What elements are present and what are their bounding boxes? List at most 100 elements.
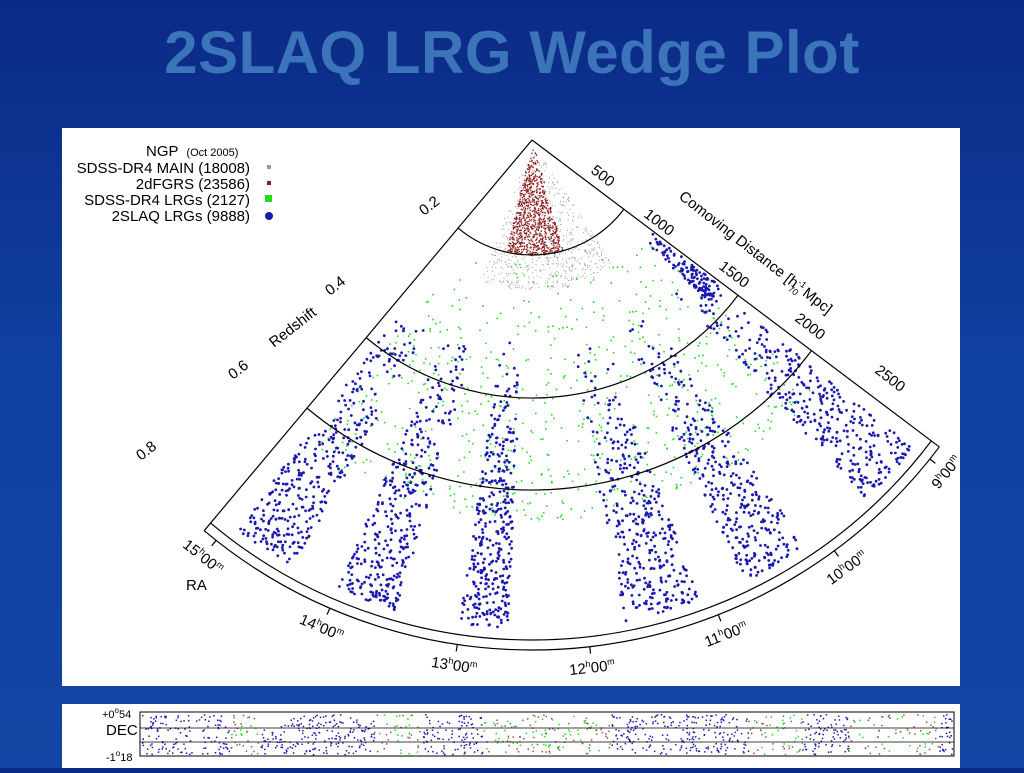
dec-strip-point bbox=[213, 715, 215, 717]
twodfgrs-point bbox=[514, 243, 517, 246]
twoslaq-lrg-point bbox=[297, 487, 301, 490]
sdss-lrg-point bbox=[351, 441, 353, 443]
twoslaq-lrg-point bbox=[388, 497, 392, 501]
twoslaq-lrg-point bbox=[672, 362, 676, 366]
twodfgrs-point bbox=[552, 243, 554, 245]
twodfgrs-point bbox=[523, 207, 525, 209]
twoslaq-lrg-point bbox=[375, 533, 379, 537]
twoslaq-lrg-point bbox=[767, 559, 771, 562]
twoslaq-lrg-point bbox=[366, 546, 370, 550]
twoslaq-lrg-point bbox=[329, 471, 333, 475]
twoslaq-lrg-point bbox=[288, 545, 292, 549]
twoslaq-lrg-point bbox=[651, 484, 655, 488]
twoslaq-lrg-point bbox=[381, 502, 384, 506]
twodfgrs-point bbox=[522, 227, 524, 229]
twoslaq-lrg-point bbox=[766, 390, 770, 394]
twodfgrs-point bbox=[534, 174, 537, 176]
twoslaq-lrg-point bbox=[485, 446, 489, 450]
twoslaq-lrg-point bbox=[267, 522, 271, 525]
twoslaq-lrg-point bbox=[778, 396, 782, 399]
sdss-main-point bbox=[572, 220, 574, 222]
twodfgrs-point bbox=[516, 211, 518, 213]
twoslaq-lrg-point bbox=[276, 554, 280, 558]
dec-strip-point bbox=[888, 714, 890, 717]
sdss-lrg-point bbox=[710, 414, 713, 416]
twoslaq-lrg-point bbox=[298, 496, 302, 500]
twoslaq-lrg-point bbox=[726, 497, 730, 500]
dec-strip-point bbox=[648, 738, 650, 740]
twodfgrs-point bbox=[532, 243, 534, 246]
twoslaq-lrg-point bbox=[671, 594, 675, 597]
twoslaq-lrg-point bbox=[400, 351, 403, 355]
twoslaq-lrg-point bbox=[640, 357, 644, 361]
twodfgrs-point bbox=[532, 156, 535, 159]
twodfgrs-point bbox=[526, 214, 529, 216]
dec-strip-point bbox=[334, 738, 336, 740]
twoslaq-lrg-point bbox=[412, 347, 416, 350]
twoslaq-lrg-point bbox=[276, 509, 279, 512]
sdss-main-point bbox=[493, 261, 495, 263]
twoslaq-lrg-point bbox=[822, 394, 825, 397]
sdss-lrg-point bbox=[341, 441, 344, 444]
twodfgrs-point bbox=[538, 215, 540, 217]
twoslaq-lrg-point bbox=[348, 439, 351, 443]
twoslaq-lrg-point bbox=[284, 482, 288, 486]
twoslaq-lrg-point bbox=[658, 240, 662, 244]
sdss-lrg-point bbox=[466, 400, 469, 403]
sdss-main-point bbox=[512, 282, 514, 284]
sdss-main-point bbox=[515, 256, 517, 258]
twoslaq-lrg-point bbox=[505, 401, 509, 404]
dec-strip-point bbox=[147, 728, 150, 730]
sdss-lrg-point bbox=[646, 427, 649, 429]
sdss-main-point bbox=[515, 206, 517, 208]
twodfgrs-point bbox=[553, 245, 555, 247]
twoslaq-lrg-point bbox=[494, 571, 498, 574]
twoslaq-lrg-point bbox=[359, 562, 363, 566]
sdss-main-point bbox=[544, 251, 546, 253]
sdss-main-point bbox=[568, 200, 570, 202]
twoslaq-lrg-point bbox=[262, 534, 266, 538]
twodfgrs-point bbox=[523, 237, 526, 239]
twoslaq-lrg-point bbox=[750, 474, 754, 478]
sdss-main-point bbox=[489, 261, 491, 263]
twoslaq-lrg-point bbox=[472, 603, 475, 607]
dec-strip-point bbox=[281, 744, 283, 746]
twodfgrs-point bbox=[512, 228, 514, 230]
twoslaq-lrg-point bbox=[414, 502, 418, 506]
twoslaq-lrg-point bbox=[611, 441, 615, 445]
twodfgrs-point bbox=[534, 211, 536, 213]
dec-strip-point bbox=[581, 742, 584, 744]
twoslaq-lrg-point bbox=[700, 418, 704, 421]
sdss-lrg-point bbox=[544, 402, 546, 404]
twoslaq-lrg-point bbox=[757, 495, 761, 499]
twodfgrs-point bbox=[536, 212, 538, 215]
sdss-main-point bbox=[547, 282, 549, 284]
sdss-main-point bbox=[525, 287, 526, 289]
twodfgrs-point bbox=[514, 227, 516, 229]
twodfgrs-point bbox=[535, 251, 537, 254]
sdss-lrg-point bbox=[612, 504, 615, 507]
wedge-redshift-arc bbox=[306, 350, 813, 491]
dec-strip-point bbox=[691, 737, 693, 740]
sdss-main-point bbox=[510, 223, 512, 225]
twoslaq-lrg-point bbox=[394, 489, 398, 493]
twoslaq-lrg-point bbox=[395, 561, 399, 565]
twoslaq-lrg-point bbox=[863, 476, 867, 479]
sdss-main-point bbox=[535, 263, 537, 265]
twoslaq-lrg-point bbox=[364, 522, 368, 526]
ra-tick-mark bbox=[455, 644, 458, 652]
twoslaq-lrg-point bbox=[376, 509, 380, 513]
twoslaq-lrg-point bbox=[641, 521, 645, 525]
sdss-lrg-point bbox=[466, 387, 469, 389]
twoslaq-lrg-point bbox=[281, 548, 285, 552]
twoslaq-lrg-point bbox=[393, 557, 396, 561]
dec-strip-point bbox=[634, 752, 637, 754]
dec-strip-point bbox=[686, 718, 688, 721]
sdss-main-point bbox=[596, 266, 598, 268]
twoslaq-lrg-point bbox=[741, 352, 744, 356]
twodfgrs-point bbox=[536, 168, 538, 170]
twoslaq-lrg-point bbox=[327, 464, 331, 468]
twoslaq-lrg-point bbox=[421, 329, 425, 332]
twodfgrs-point bbox=[542, 219, 544, 221]
twoslaq-lrg-point bbox=[745, 562, 749, 565]
